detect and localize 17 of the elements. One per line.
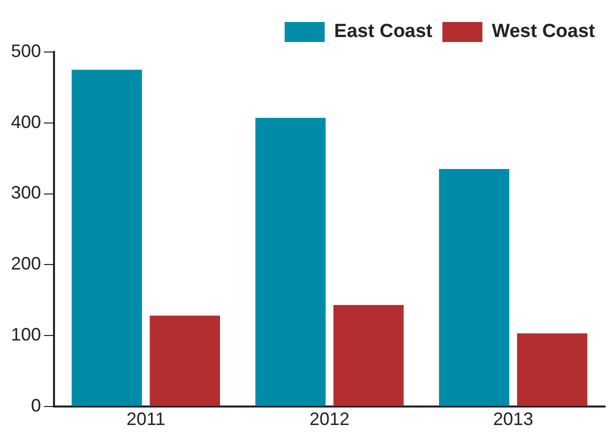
x-tick-label: 2012 [309,409,350,430]
y-tick-label: 300 [10,182,42,203]
legend-label: East Coast [334,21,434,42]
y-tick-label: 400 [10,112,42,132]
y-tick-label: 100 [10,324,42,344]
bar [333,305,404,406]
bar [72,70,142,406]
y-tick-label: 0 [31,395,42,416]
x-tick-label: 2013 [493,409,534,430]
bar [150,316,220,406]
bar [255,118,326,406]
y-tick-label: 500 [10,40,42,61]
bar [439,168,510,406]
x-tick-label: 2011 [126,409,166,430]
bar [517,333,588,406]
legend-label: West Coast [492,21,596,42]
y-tick-label: 200 [10,254,42,274]
